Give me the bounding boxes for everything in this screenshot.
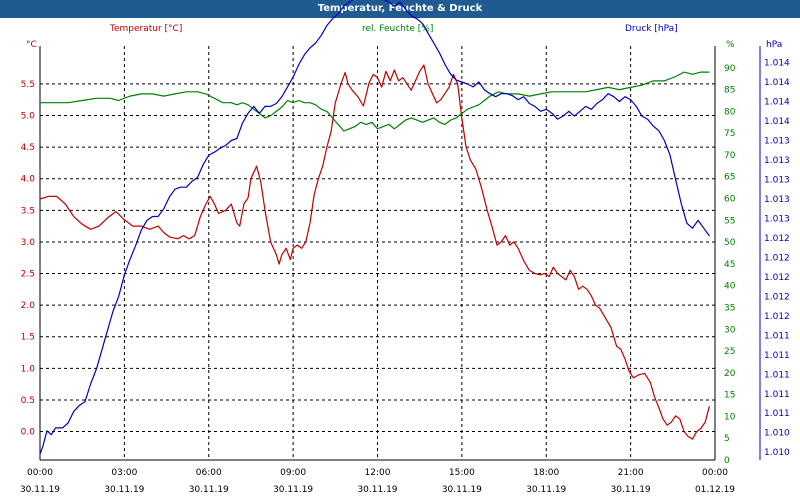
temperature-tick-label: 3.0 [21, 238, 36, 248]
temperature-tick-label: 1.5 [21, 333, 35, 343]
x-tick-time: 21:00 [618, 468, 644, 478]
humidity-tick-label: 75 [724, 129, 735, 139]
temp-series-line [39, 64, 710, 440]
x-tick-date: 30.11.19 [611, 485, 651, 495]
temperature-tick-label: 0.5 [21, 396, 35, 406]
pres-series-line [39, 0, 710, 455]
x-tick-time: 00:00 [702, 468, 728, 478]
x-tick-time: 03:00 [111, 468, 137, 478]
x-tick-date: 30.11.19 [273, 485, 313, 495]
temperature-tick-label: 4.5 [21, 143, 35, 153]
pressure-tick-label: 1.011 [764, 351, 790, 361]
x-tick-time: 15:00 [449, 468, 475, 478]
humidity-tick-label: 35 [724, 303, 735, 313]
x-tick-date: 01.12.19 [695, 485, 735, 495]
pressure-tick-label: 1.013 [764, 156, 790, 166]
humidity-tick-label: 85 [724, 86, 735, 96]
temperature-tick-label: 1.0 [21, 364, 36, 374]
temperature-tick-label: 2.5 [21, 270, 35, 280]
x-tick-time: 09:00 [280, 468, 306, 478]
pressure-tick-label: 1.012 [764, 312, 790, 322]
humidity-tick-label: 50 [724, 238, 736, 248]
humidity-tick-label: 30 [724, 325, 736, 335]
pressure-tick-label: 1.013 [764, 175, 790, 185]
humidity-tick-label: 90 [724, 64, 736, 74]
pressure-tick-label: 1.010 [764, 429, 790, 439]
pressure-tick-label: 1.013 [764, 214, 790, 224]
temperature-tick-label: 2.0 [21, 301, 36, 311]
pressure-tick-label: 1.014 [764, 98, 790, 108]
x-tick-time: 12:00 [365, 468, 391, 478]
pressure-tick-label: 1.013 [764, 136, 790, 146]
x-tick-date: 30.11.19 [442, 485, 482, 495]
pressure-tick-label: 1.012 [764, 273, 790, 283]
humidity-axis-unit: % [726, 40, 735, 50]
x-tick-date: 30.11.19 [189, 485, 229, 495]
pressure-tick-label: 1.011 [764, 409, 790, 419]
x-tick-date: 30.11.19 [104, 485, 144, 495]
temperature-tick-label: 5.5 [21, 80, 35, 90]
humidity-tick-label: 55 [724, 216, 735, 226]
pressure-tick-label: 1.014 [764, 78, 790, 88]
chart-title: Temperatur, Feuchte & Druck [0, 0, 800, 18]
temperature-tick-label: 0.0 [21, 428, 36, 438]
pressure-tick-label: 1.014 [764, 59, 790, 69]
x-tick-date: 30.11.19 [357, 485, 397, 495]
pressure-tick-label: 1.010 [764, 448, 790, 458]
x-tick-date: 30.11.19 [20, 485, 60, 495]
humidity-tick-label: 80 [724, 107, 736, 117]
temperature-tick-label: 3.5 [21, 206, 35, 216]
humidity-tick-label: 60 [724, 195, 736, 205]
temperature-axis-unit: °C [26, 40, 37, 50]
humidity-tick-label: 45 [724, 260, 735, 270]
pressure-tick-label: 1.013 [764, 195, 790, 205]
humidity-tick-label: 40 [724, 282, 736, 292]
pressure-tick-label: 1.012 [764, 234, 790, 244]
pressure-tick-label: 1.012 [764, 253, 790, 263]
humidity-tick-label: 10 [724, 412, 736, 422]
temperature-series-label: Temperatur [°C] [110, 24, 183, 34]
temperature-tick-label: 5.0 [21, 112, 36, 122]
humidity-tick-label: 15 [724, 391, 735, 401]
x-tick-time: 06:00 [196, 468, 222, 478]
x-tick-time: 00:00 [27, 468, 53, 478]
x-tick-time: 18:00 [533, 468, 559, 478]
humidity-series-label: rel. Feuchte [%] [362, 24, 434, 34]
pressure-series-label: Druck [hPa] [625, 24, 678, 34]
pressure-tick-label: 1.011 [764, 331, 790, 341]
pressure-tick-label: 1.011 [764, 370, 790, 380]
humidity-tick-label: 0 [724, 456, 730, 466]
humidity-tick-label: 5 [724, 434, 730, 444]
pressure-tick-label: 1.011 [764, 390, 790, 400]
humidity-tick-label: 20 [724, 369, 736, 379]
pressure-tick-label: 1.012 [764, 292, 790, 302]
humidity-tick-label: 70 [724, 151, 736, 161]
x-tick-date: 30.11.19 [526, 485, 566, 495]
pressure-tick-label: 1.014 [764, 117, 790, 127]
temperature-tick-label: 4.0 [21, 175, 36, 185]
humidity-tick-label: 65 [724, 173, 735, 183]
hum-series-line [40, 71, 710, 132]
pressure-axis-unit: hPa [766, 40, 783, 50]
humidity-tick-label: 25 [724, 347, 735, 357]
